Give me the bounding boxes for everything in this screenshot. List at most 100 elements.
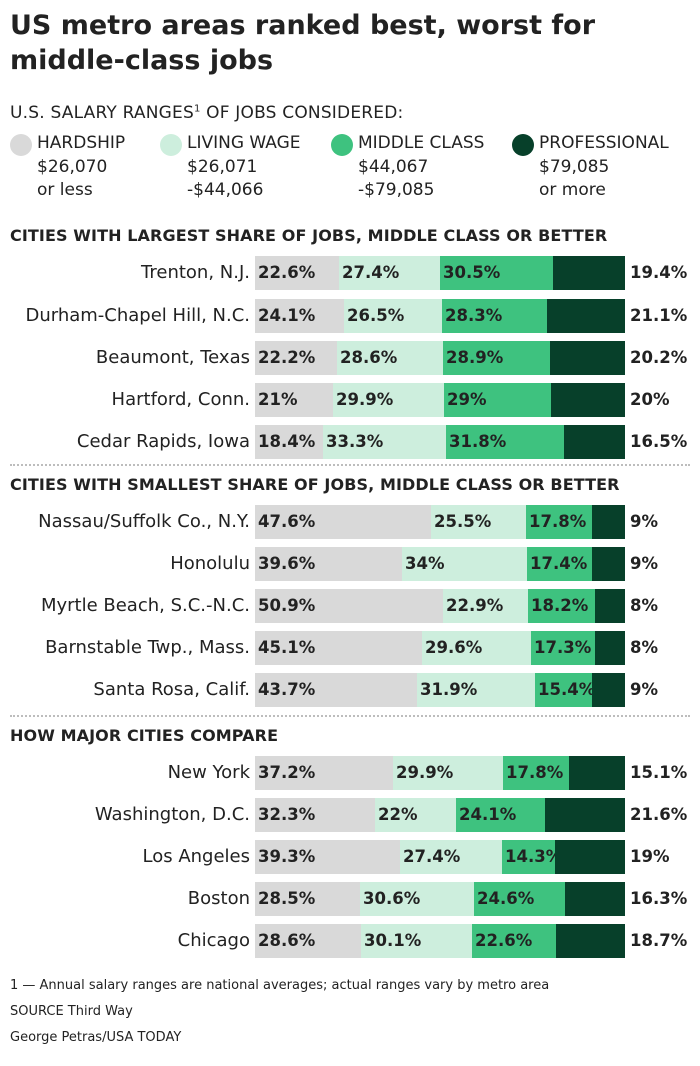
value-label-hardship: 28.6% [258,931,316,950]
legend-range-hardship: $26,070 or less [37,156,167,202]
value-label-middle-class: 17.4% [530,554,588,573]
bar-segment-middle-class [440,256,553,290]
bar-segment-living-wage [333,383,444,417]
value-label-hardship: 43.7% [258,680,316,699]
value-label-middle-class: 29% [447,390,487,409]
legend-label-professional: PROFESSIONAL [539,133,669,153]
legend-label-middle-class: MIDDLE CLASS [358,133,485,153]
bar-segment-hardship [255,256,339,290]
city-label: Myrtle Beach, S.C.-N.C. [40,595,250,616]
value-label-living-wage: 34% [405,554,445,573]
value-label-hardship: 39.3% [258,847,316,866]
value-label-living-wage: 30.1% [364,931,422,950]
stacked-bar: 18.4% 33.3% 31.8% [255,425,625,459]
source-note: SOURCE Third Way [10,1004,133,1019]
bar-segment-hardship [255,924,361,958]
bar-segment-hardship [255,299,344,333]
bar-segment-hardship [255,589,443,623]
stacked-bar: 28.6% 30.1% 22.6% [255,924,625,958]
value-label-professional: 9% [630,512,659,531]
bar-segment-professional [555,840,625,874]
bar-segment-hardship [255,383,333,417]
bar-segment-hardship [255,756,393,790]
value-label-hardship: 22.2% [258,348,316,367]
bar-segment-living-wage [361,924,472,958]
value-label-professional: 16.3% [630,889,688,908]
bar-segment-middle-class [526,505,592,539]
bar-segment-professional [556,924,625,958]
bar-segment-hardship [255,505,431,539]
value-label-professional: 20% [630,390,670,409]
legend-swatch-professional [512,134,534,156]
value-label-hardship: 18.4% [258,432,316,451]
value-label-hardship: 21% [258,390,298,409]
value-label-professional: 19% [630,847,670,866]
value-label-living-wage: 22.9% [446,596,504,615]
bar-segment-middle-class [444,383,551,417]
bar-segment-professional [592,505,625,539]
value-label-living-wage: 27.4% [342,263,400,282]
city-label: Barnstable Twp., Mass. [45,637,250,658]
bar-segment-professional [595,631,625,665]
footnote-marker: 1 [193,103,201,115]
value-label-living-wage: 25.5% [434,512,492,531]
stacked-bar: 47.6% 25.5% 17.8% [255,505,625,539]
legend-label-living-wage: LIVING WAGE [187,133,301,153]
bar-segment-middle-class [531,631,595,665]
stacked-bar: 50.9% 22.9% 18.2% [255,589,625,623]
stacked-bar: 43.7% 31.9% 15.4% [255,673,625,707]
legend-range-professional: $79,085 or more [539,156,669,202]
bar-segment-professional [564,425,625,459]
value-label-professional: 8% [630,596,659,615]
value-label-living-wage: 26.5% [347,306,405,325]
value-label-hardship: 50.9% [258,596,316,615]
value-label-middle-class: 22.6% [475,931,533,950]
bar-segment-hardship [255,882,360,916]
city-label: Boston [187,888,250,909]
bar-segment-professional [592,547,625,581]
stacked-bar: 45.1% 29.6% 17.3% [255,631,625,665]
bar-row: Myrtle Beach, S.C.-N.C. 50.9% 22.9% 18.2% 8% [0,589,700,623]
stacked-bar: 22.2% 28.6% 28.9% [255,341,625,375]
value-label-living-wage: 30.6% [363,889,421,908]
bar-segment-living-wage [339,256,440,290]
bar-segment-middle-class [443,341,550,375]
value-label-middle-class: 24.1% [459,805,517,824]
legend-heading-suffix: OF JOBS CONSIDERED: [200,103,404,123]
value-label-living-wage: 29.9% [336,390,394,409]
bar-segment-middle-class [528,589,595,623]
bar-row: Honolulu 39.6% 34% 17.4% 9% [0,547,700,581]
bar-row: Los Angeles 39.3% 27.4% 14.3% 19% [0,840,700,874]
value-label-hardship: 28.5% [258,889,316,908]
bar-segment-hardship [255,798,375,832]
bar-segment-hardship [255,547,402,581]
value-label-living-wage: 27.4% [403,847,461,866]
bar-segment-professional [550,341,625,375]
value-label-hardship: 32.3% [258,805,316,824]
legend-range-hardship-line1: $26,070 [37,157,108,177]
stacked-bar: 24.1% 26.5% 28.3% [255,299,625,333]
value-label-living-wage: 22% [378,805,418,824]
section-title: HOW MAJOR CITIES COMPARE [10,726,279,745]
stacked-bar: 28.5% 30.6% 24.6% [255,882,625,916]
credit-note: George Petras/USA TODAY [10,1030,182,1045]
bar-segment-professional [592,673,625,707]
legend-heading: U.S. SALARY RANGES1 OF JOBS CONSIDERED: [10,103,403,123]
city-label: Durham-Chapel Hill, N.C. [25,305,250,326]
section-title: CITIES WITH LARGEST SHARE OF JOBS, MIDDL… [10,226,608,245]
bar-row: Trenton, N.J. 22.6% 27.4% 30.5% 19.4% [0,256,700,290]
bar-segment-middle-class [446,425,564,459]
value-label-hardship: 47.6% [258,512,316,531]
value-label-middle-class: 17.3% [534,638,592,657]
bar-segment-living-wage [431,505,526,539]
value-label-middle-class: 17.8% [506,763,564,782]
bar-segment-middle-class [527,547,592,581]
value-label-living-wage: 29.6% [425,638,483,657]
bar-segment-living-wage [422,631,531,665]
stacked-bar: 32.3% 22% 24.1% [255,798,625,832]
city-label: Santa Rosa, Calif. [93,679,250,700]
value-label-professional: 8% [630,638,659,657]
value-label-professional: 16.5% [630,432,688,451]
legend-range-hardship-line2: or less [37,180,93,200]
value-label-living-wage: 28.6% [340,348,398,367]
